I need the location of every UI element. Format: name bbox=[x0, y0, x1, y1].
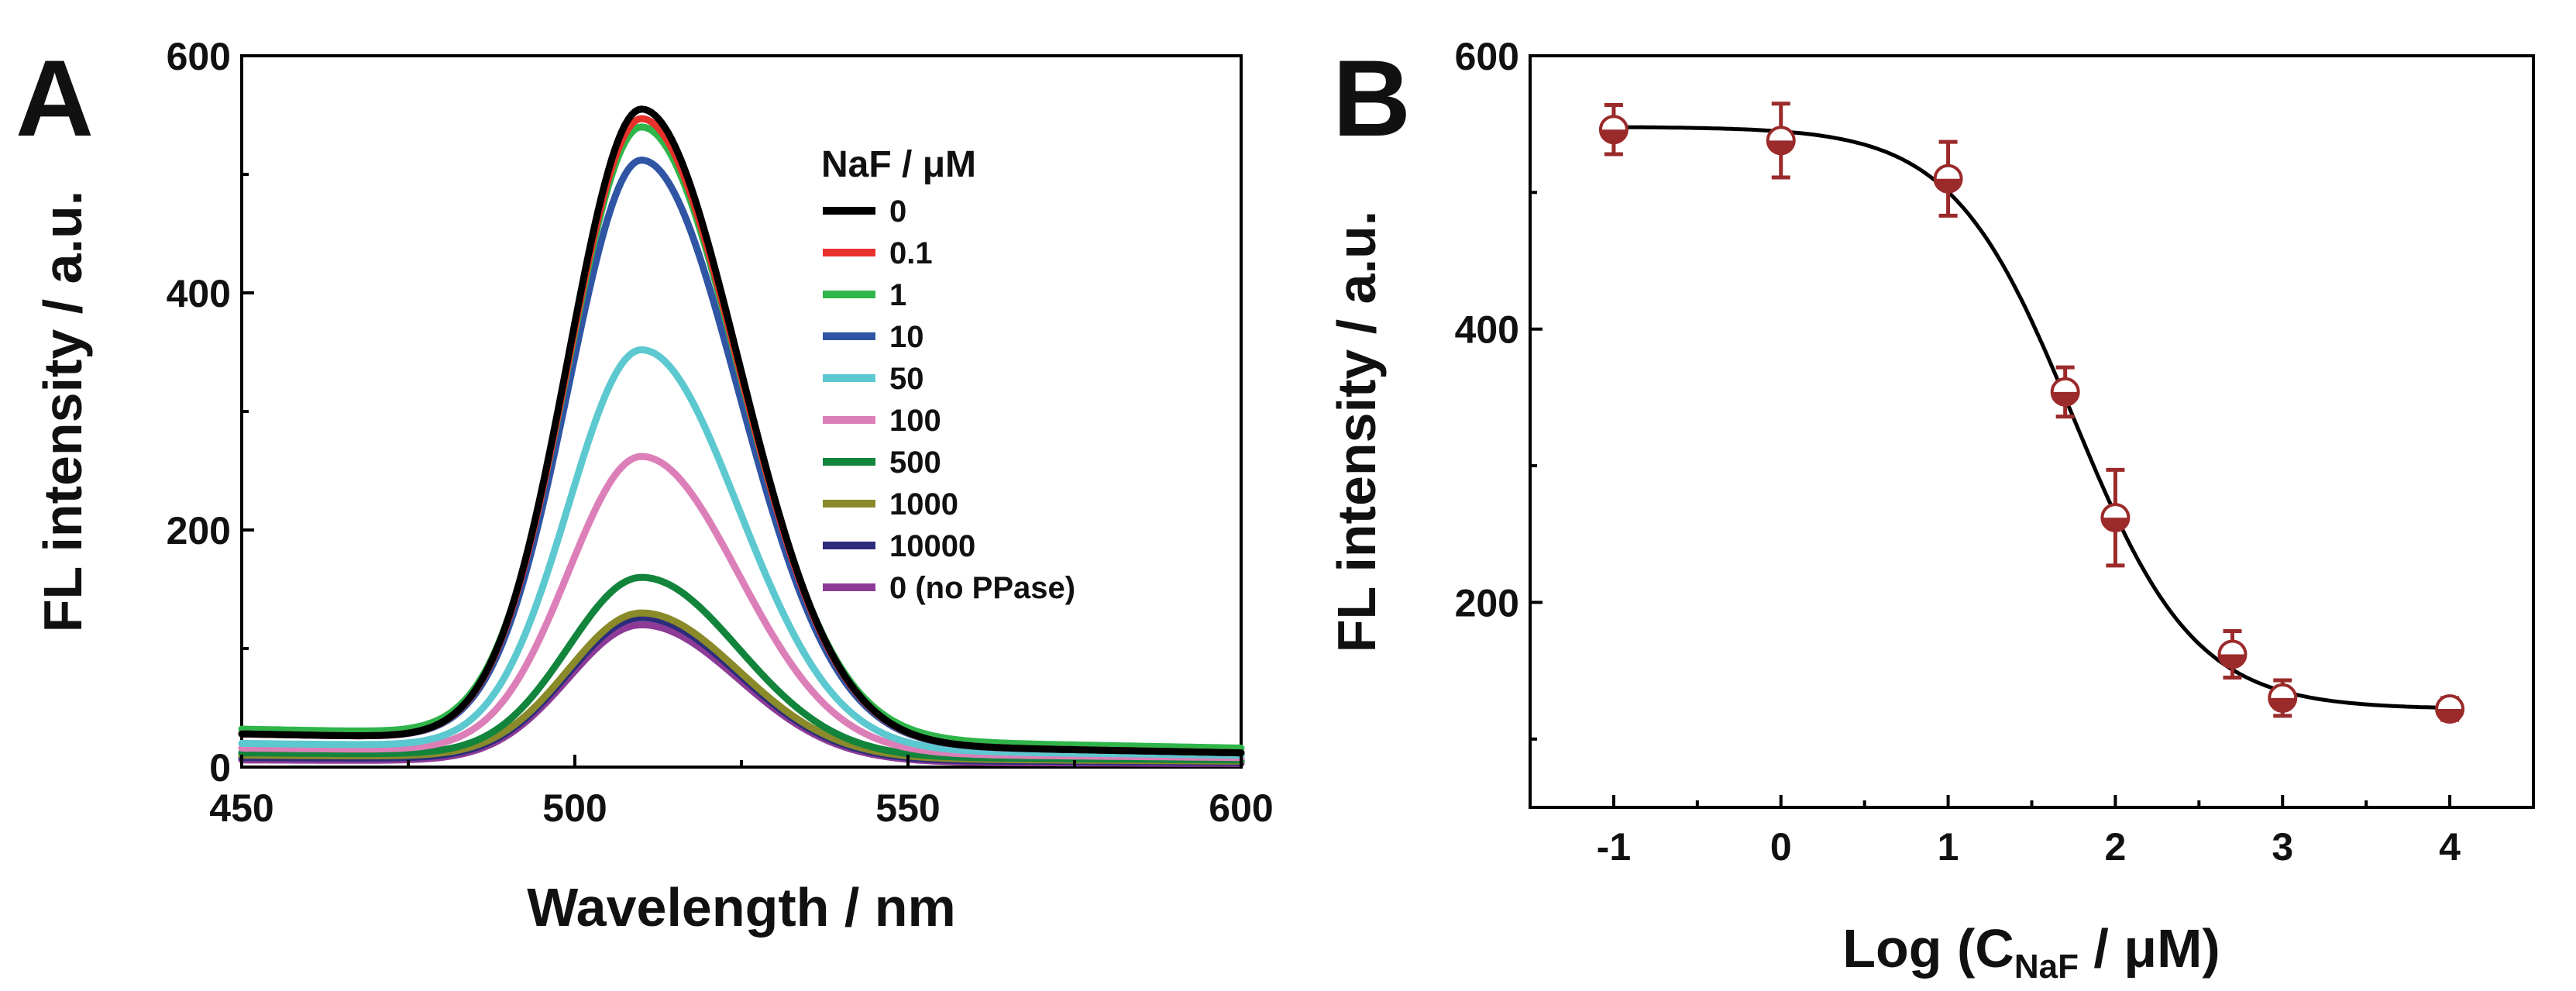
legend-entry-label: 0 (no PPase) bbox=[889, 571, 1075, 605]
data-point-fill bbox=[1935, 178, 1962, 192]
panel-a-y-tick-label: 600 bbox=[167, 35, 231, 78]
spectrum-curve-0-1 bbox=[238, 115, 1245, 757]
data-point-fill bbox=[1767, 140, 1794, 154]
legend-entry-label: 1 bbox=[889, 278, 906, 312]
data-point-fill bbox=[2269, 697, 2296, 711]
spectrum-curve-0 bbox=[238, 105, 1245, 757]
legend-entry-label: 1000 bbox=[889, 487, 958, 521]
panel-b-chart: -1 0 1 2 3 4 200 400 600 FL intensity / a.u. Log… bbox=[1326, 35, 2535, 986]
legend-entry-label: 10000 bbox=[889, 529, 975, 563]
legend-entry-label: 500 bbox=[889, 446, 941, 480]
panel-b-y-label: FL intensity / a.u. bbox=[1326, 211, 1387, 652]
panel-b-x-tick-label: -1 bbox=[1597, 825, 1631, 869]
panel-b-x-tick-label: 2 bbox=[2105, 825, 2127, 869]
panel-a-x-tick-label: 600 bbox=[1209, 786, 1273, 830]
legend-entry-label: 100 bbox=[889, 404, 941, 438]
data-point-fill bbox=[2052, 391, 2079, 405]
spectrum-curve-10 bbox=[238, 157, 1245, 757]
spectrum-curve-100 bbox=[238, 452, 1245, 762]
legend-entry-label: 50 bbox=[889, 362, 924, 396]
panel-b-x-tick-label: 3 bbox=[2272, 825, 2293, 869]
legend: 0 0.1 1 10 50 100 500 1000 10000 0 (no PPase) bbox=[823, 194, 1075, 605]
data-point-fill bbox=[2437, 709, 2464, 723]
panel-b-x-tick-label: 0 bbox=[1770, 825, 1792, 869]
panel-b-x-label: Log (CNaF / μM) bbox=[1842, 918, 2220, 986]
legend-entry-label: 0 bbox=[889, 194, 906, 229]
panel-b-axis-ticks: -1 0 1 2 3 4 200 400 600 bbox=[1455, 35, 2535, 869]
panel-b-x-tick-label: 4 bbox=[2439, 825, 2461, 869]
legend-entry-label: 0.1 bbox=[889, 236, 933, 270]
panel-a-series-group bbox=[238, 105, 1245, 767]
panel-b-y-tick-label: 600 bbox=[1455, 35, 1519, 78]
spectrum-curve-1000 bbox=[238, 609, 1245, 765]
panel-b-frame bbox=[1529, 54, 2535, 809]
data-point-fill bbox=[2219, 654, 2246, 668]
data-point-fill bbox=[1600, 129, 1627, 143]
data-point-fill bbox=[2102, 518, 2129, 532]
x-label-main: Log (C bbox=[1842, 918, 2014, 979]
panel-b-y-tick-label: 200 bbox=[1455, 581, 1519, 625]
panel-b-x-tick-label: 1 bbox=[1938, 825, 1959, 869]
legend-entry-label: 10 bbox=[889, 320, 924, 354]
x-label-subscript: NaF bbox=[2014, 948, 2079, 986]
panel-a-y-label: FL intensity / a.u. bbox=[33, 191, 93, 632]
legend-title: NaF / μM bbox=[821, 144, 976, 185]
panel-a-y-tick-label: 200 bbox=[167, 509, 231, 552]
sigmoid-fit-curve bbox=[1613, 125, 2450, 710]
panel-a-y-tick-label: 400 bbox=[167, 272, 231, 315]
panel-b-y-tick-label: 400 bbox=[1455, 308, 1519, 352]
spectrum-curve-50 bbox=[238, 346, 1245, 759]
x-label-tail: / μM) bbox=[2079, 918, 2220, 979]
panel-a-x-label: Wavelength / nm bbox=[527, 877, 956, 938]
panel-a-x-tick-label: 550 bbox=[875, 786, 940, 830]
panel-b-data-points bbox=[1598, 102, 2465, 724]
panel-a-y-tick-label: 0 bbox=[209, 746, 231, 790]
panel-a-x-tick-label: 500 bbox=[542, 786, 607, 830]
panel-a-label: A bbox=[15, 37, 94, 159]
panel-b-label: B bbox=[1333, 37, 1411, 159]
panel-a-x-tick-label: 450 bbox=[209, 786, 273, 830]
